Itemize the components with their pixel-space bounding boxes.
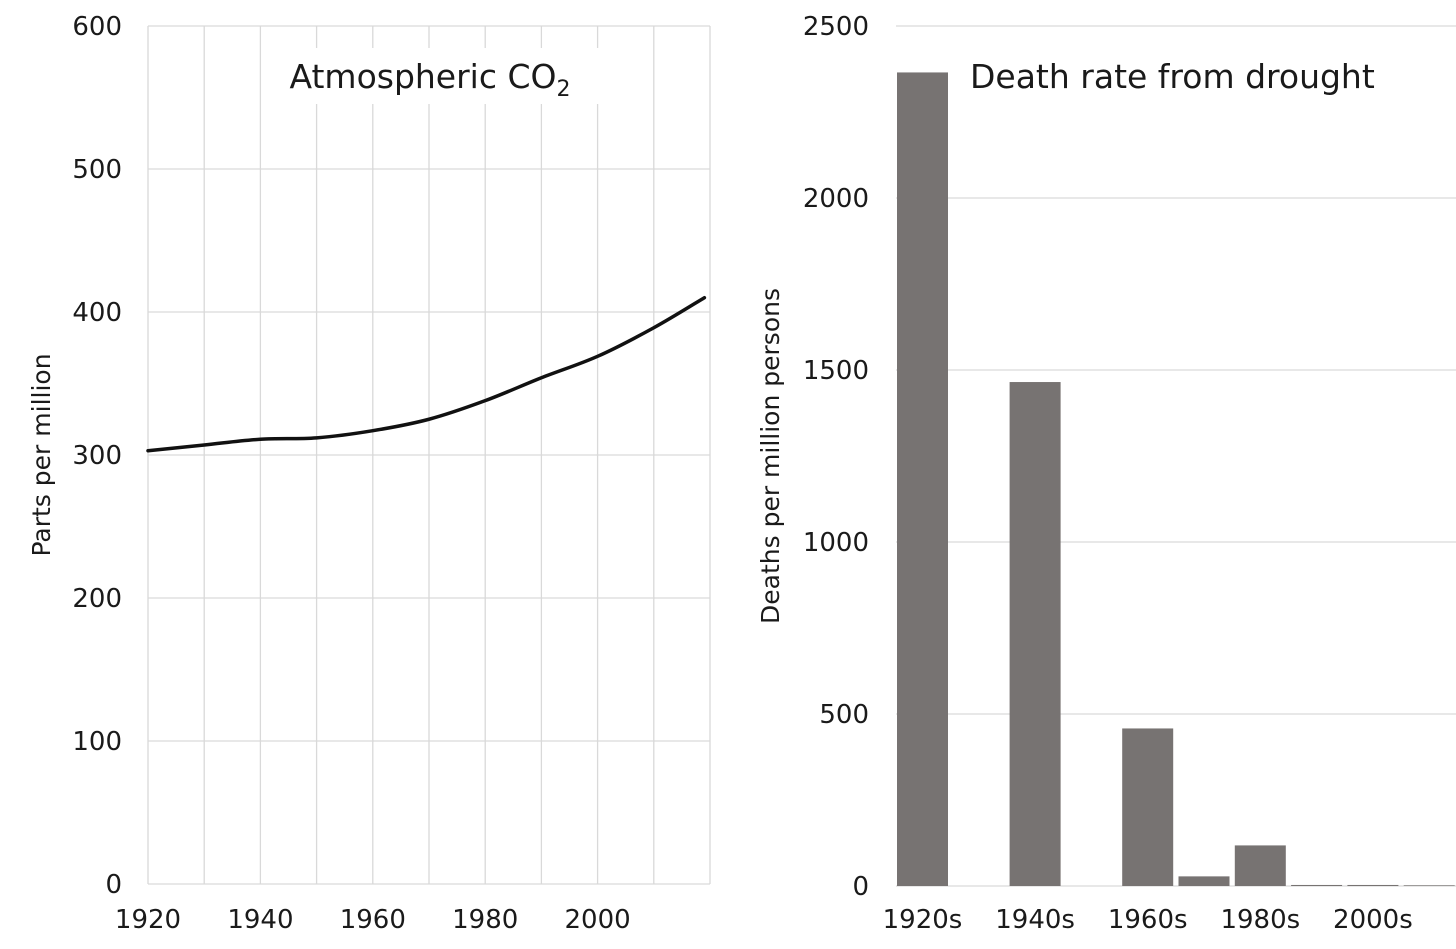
co2-chart-title: Atmospheric CO2 <box>289 57 570 102</box>
drought-bar <box>1009 382 1061 886</box>
drought-chart-title: Death rate from drought <box>970 57 1375 96</box>
co2-x-tick-label: 1920 <box>115 905 181 935</box>
co2-x-tick-label: 1940 <box>227 905 293 935</box>
drought-bar <box>1347 884 1399 886</box>
drought-bar <box>1234 845 1286 886</box>
drought-x-tick-label: 1960s <box>1108 905 1188 935</box>
drought-x-tick-label: 2000s <box>1333 905 1413 935</box>
co2-x-tick-label: 1960 <box>340 905 406 935</box>
drought-x-tick-label: 1940s <box>995 905 1075 935</box>
drought-bar <box>897 72 948 886</box>
drought-bar <box>1291 884 1343 886</box>
drought-y-tick-label: 0 <box>852 872 869 902</box>
co2-y-tick-label: 300 <box>72 441 122 471</box>
co2-x-tick-label: 1980 <box>452 905 518 935</box>
co2-y-ticks: 0 100 200 300 400 500 600 <box>72 12 122 900</box>
drought-bar <box>1178 876 1230 886</box>
drought-y-tick-label: 2500 <box>803 12 869 42</box>
co2-series-line <box>146 295 707 453</box>
co2-y-tick-label: 500 <box>72 155 122 185</box>
drought-y-tick-label: 1000 <box>803 528 869 558</box>
co2-x-ticks: 1920 1940 1960 1980 2000 <box>115 905 631 935</box>
drought-bars <box>897 72 1455 886</box>
co2-y-tick-label: 200 <box>72 584 122 614</box>
drought-grid <box>896 25 1456 887</box>
co2-y-tick-label: 400 <box>72 298 122 328</box>
drought-y-axis-label: Deaths per million persons <box>756 288 785 624</box>
co2-line-chart: Atmospheric CO2 Parts per million 0 100 20… <box>27 12 711 935</box>
drought-bar-chart: Death rate from drought Deaths per milli… <box>756 12 1456 935</box>
co2-y-tick-label: 100 <box>72 727 122 757</box>
drought-title-backdrop <box>960 52 1420 102</box>
drought-y-tick-label: 500 <box>819 700 869 730</box>
drought-y-ticks: 0 500 1000 1500 2000 2500 <box>803 12 869 902</box>
co2-title-backdrop <box>262 48 600 104</box>
drought-bar <box>1403 885 1455 886</box>
co2-y-axis-label: Parts per million <box>27 353 56 556</box>
co2-grid <box>147 25 711 885</box>
drought-y-tick-label: 2000 <box>803 184 869 214</box>
co2-y-tick-label: 600 <box>72 12 122 42</box>
drought-x-tick-label: 1980s <box>1220 905 1300 935</box>
co2-x-tick-label: 2000 <box>565 905 631 935</box>
drought-y-tick-label: 1500 <box>803 356 869 386</box>
drought-x-tick-label: 1920s <box>883 905 963 935</box>
drought-bar <box>1122 728 1174 886</box>
co2-y-tick-label: 0 <box>105 870 122 900</box>
drought-x-ticks: 1920s 1940s 1960s 1980s 2000s <box>883 905 1413 935</box>
